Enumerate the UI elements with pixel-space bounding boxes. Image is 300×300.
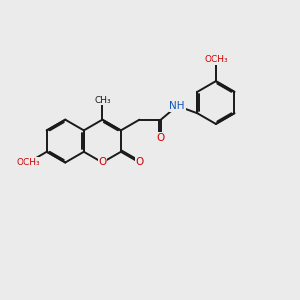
Text: NH: NH [169,101,185,111]
Text: O: O [157,133,165,143]
Text: CH₃: CH₃ [94,96,111,105]
Text: O: O [135,158,143,167]
Text: OCH₃: OCH₃ [16,158,40,167]
Text: O: O [98,158,106,167]
Text: OCH₃: OCH₃ [204,55,228,64]
